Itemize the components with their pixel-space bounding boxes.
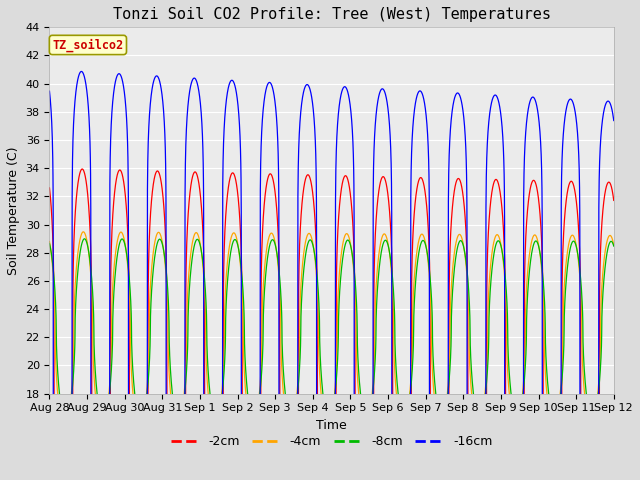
-8cm: [45, 240, 53, 246]
-4cm: [384, 241, 392, 247]
-2cm: [262, 191, 269, 197]
-8cm: [413, 267, 420, 273]
Text: TZ_soilco2: TZ_soilco2: [52, 38, 124, 52]
-2cm: [45, 185, 53, 191]
-8cm: [384, 242, 392, 248]
-16cm: [262, 90, 269, 96]
-8cm: [610, 243, 618, 249]
X-axis label: Time: Time: [316, 419, 347, 432]
-2cm: [610, 198, 618, 204]
-16cm: [148, 85, 156, 91]
-8cm: [262, 276, 269, 282]
Line: -8cm: -8cm: [49, 239, 614, 422]
Y-axis label: Soil Temperature (C): Soil Temperature (C): [7, 146, 20, 275]
-4cm: [413, 251, 420, 256]
Line: -4cm: -4cm: [49, 232, 614, 429]
-16cm: [77, 69, 85, 74]
-4cm: [610, 242, 618, 248]
Line: -16cm: -16cm: [49, 72, 614, 480]
-2cm: [413, 187, 420, 193]
-4cm: [45, 239, 53, 244]
-4cm: [467, 380, 475, 385]
Legend: -2cm, -4cm, -8cm, -16cm: -2cm, -4cm, -8cm, -16cm: [166, 430, 497, 453]
-2cm: [384, 193, 392, 199]
-4cm: [510, 419, 518, 425]
-16cm: [45, 88, 53, 94]
-8cm: [510, 408, 518, 414]
-8cm: [81, 236, 88, 241]
-16cm: [384, 107, 392, 113]
-16cm: [610, 118, 618, 123]
-4cm: [148, 259, 156, 265]
-8cm: [62, 419, 70, 425]
-8cm: [148, 279, 156, 285]
-4cm: [61, 426, 68, 432]
-8cm: [467, 355, 475, 360]
-2cm: [78, 166, 86, 172]
-4cm: [262, 257, 269, 263]
Title: Tonzi Soil CO2 Profile: Tree (West) Temperatures: Tonzi Soil CO2 Profile: Tree (West) Temp…: [113, 7, 550, 22]
-16cm: [413, 94, 420, 100]
-4cm: [79, 229, 87, 235]
-2cm: [148, 191, 156, 196]
Line: -2cm: -2cm: [49, 169, 614, 480]
